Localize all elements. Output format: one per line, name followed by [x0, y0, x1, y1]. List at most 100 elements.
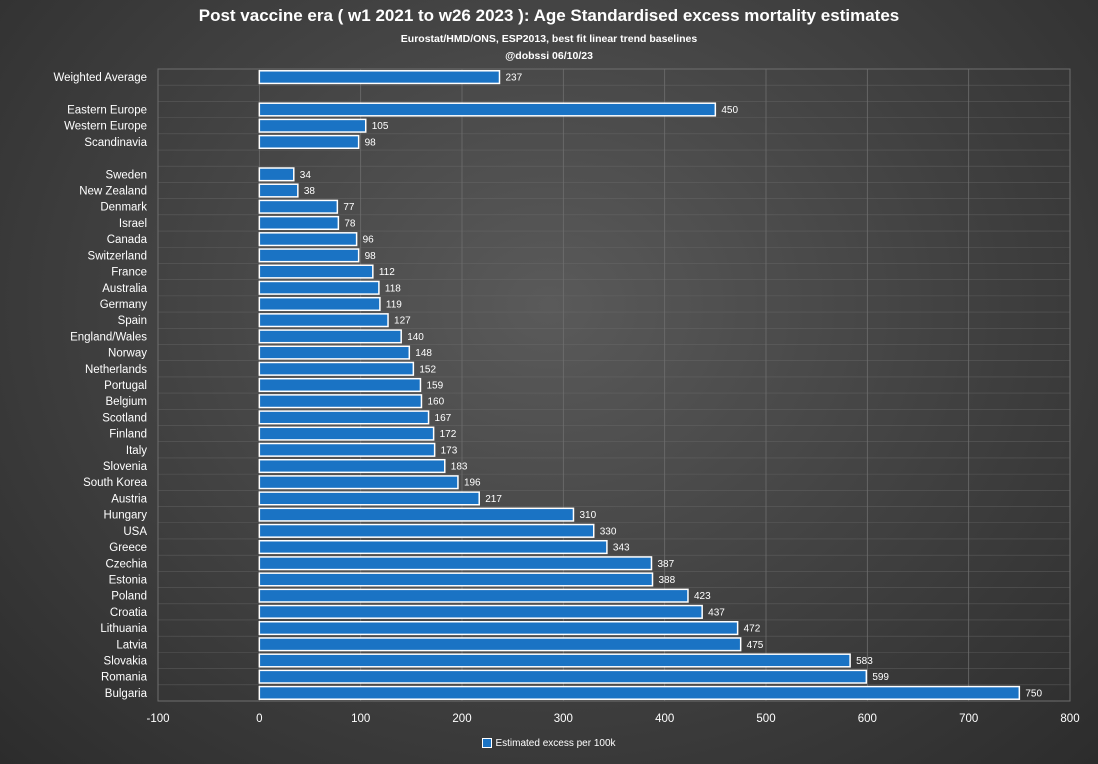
bar [258, 653, 851, 668]
chart-credit: @dobssi 06/10/23 [505, 50, 593, 62]
category-label: Latvia [116, 639, 147, 651]
category-label: Slovenia [103, 461, 148, 473]
value-label: 330 [600, 526, 617, 537]
bar [258, 426, 435, 441]
value-label: 599 [872, 672, 889, 683]
category-label: Australia [102, 283, 147, 295]
x-tick-label: -100 [146, 713, 169, 725]
x-tick-label: 100 [351, 713, 370, 725]
category-label: France [111, 267, 147, 279]
bar [258, 539, 608, 555]
x-tick-label: 400 [655, 713, 674, 725]
category-label: Canada [107, 234, 148, 246]
bar [258, 248, 360, 263]
bar [258, 556, 653, 571]
value-label: 160 [427, 397, 444, 408]
value-label: 387 [657, 559, 674, 570]
x-tick-label: 700 [959, 713, 978, 725]
category-label: Hungary [104, 510, 148, 522]
value-label: 78 [344, 218, 356, 229]
legend: Estimated excess per 100k [0, 738, 1098, 749]
category-label: Estonia [109, 574, 148, 586]
value-label: 140 [407, 332, 424, 343]
category-label: Netherlands [85, 364, 147, 376]
bar [258, 507, 575, 522]
value-label: 127 [394, 316, 411, 327]
category-label: Eastern Europe [67, 105, 147, 117]
bar [258, 410, 430, 425]
category-label: Bulgaria [105, 688, 148, 700]
value-label: 159 [426, 381, 443, 392]
category-label: USA [123, 526, 147, 538]
bar [258, 345, 411, 360]
value-label: 173 [441, 445, 458, 456]
bar [258, 669, 868, 684]
chart-subtitle: Eurostat/HMD/ONS, ESP2013, best fit line… [400, 33, 698, 45]
value-label: 343 [613, 543, 630, 554]
category-label: Israel [119, 218, 147, 230]
x-tick-label: 500 [756, 713, 775, 725]
bar [258, 313, 389, 328]
bar [258, 280, 380, 295]
bar [258, 167, 295, 182]
category-label: Finland [109, 429, 147, 441]
bar [258, 361, 415, 376]
value-label: 450 [721, 105, 738, 116]
category-label: Lithuania [100, 623, 147, 635]
bar [258, 296, 381, 312]
x-tick-label: 300 [554, 713, 573, 725]
value-label: 119 [386, 299, 402, 310]
bar [258, 442, 436, 457]
bar [258, 572, 654, 587]
category-label: Denmark [100, 202, 147, 214]
value-label: 310 [579, 510, 596, 521]
bar [258, 588, 689, 603]
value-label: 38 [304, 186, 316, 197]
category-label: Czechia [105, 558, 147, 570]
value-label: 167 [435, 413, 452, 424]
category-label: Spain [118, 315, 147, 327]
x-tick-label: 800 [1060, 713, 1079, 725]
category-label: Scandinavia [84, 137, 147, 149]
category-label: Switzerland [88, 250, 147, 262]
bar [258, 458, 446, 474]
category-label: Austria [111, 493, 147, 505]
category-label: Belgium [105, 396, 147, 408]
category-label: England/Wales [70, 331, 147, 343]
category-label: Greece [109, 542, 147, 554]
value-label: 183 [451, 462, 468, 473]
category-label: Germany [100, 299, 148, 311]
bar [258, 491, 480, 506]
bar [258, 215, 340, 231]
value-label: 750 [1025, 688, 1042, 699]
category-label: Sweden [105, 169, 147, 181]
bar [258, 264, 374, 279]
legend-swatch [482, 738, 493, 749]
bar [258, 523, 595, 538]
value-label: 472 [744, 624, 761, 635]
value-label: 77 [343, 202, 355, 213]
category-label: Scotland [102, 412, 147, 424]
category-label: Slovakia [104, 655, 148, 667]
category-label: Italy [126, 445, 147, 457]
bar [258, 232, 358, 247]
value-label: 118 [385, 283, 401, 294]
value-label: 172 [440, 429, 457, 440]
bar [258, 118, 367, 133]
category-label: Romania [101, 672, 148, 684]
category-label: New Zealand [79, 186, 147, 198]
legend-label: Estimated excess per 100k [495, 738, 616, 749]
value-label: 152 [419, 364, 436, 375]
value-label: 98 [365, 137, 377, 148]
value-label: 112 [379, 267, 395, 278]
value-label: 423 [694, 591, 711, 602]
category-label: Western Europe [64, 121, 147, 133]
value-label: 96 [363, 235, 375, 246]
value-label: 475 [747, 640, 764, 651]
category-label: Poland [111, 591, 147, 603]
bar [258, 685, 1021, 700]
value-label: 583 [856, 656, 873, 667]
value-label: 388 [659, 575, 676, 586]
x-tick-label: 0 [256, 713, 262, 725]
